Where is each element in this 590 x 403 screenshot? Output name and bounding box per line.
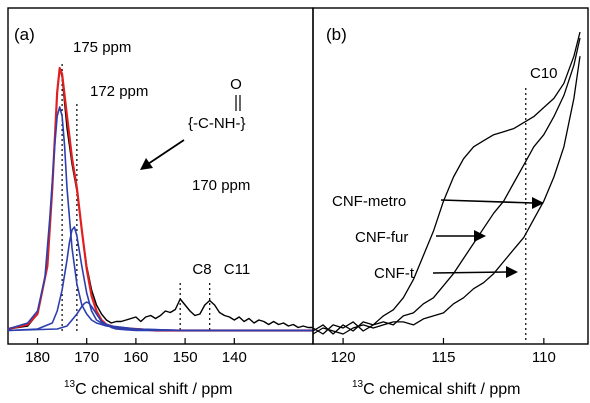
x-axis-title-a: 13C chemical shift / ppm (64, 379, 233, 398)
c10-label: C10 (530, 65, 558, 82)
series-a-3 (7, 226, 313, 332)
panel-b: (b) 120 115 110 C10 CNF-metro CNF-fur CNF-… (312, 7, 589, 398)
peak-175-label: 175 ppm (73, 39, 131, 56)
series-cnf-t (312, 56, 581, 335)
panel-a: (a) 180 170 160 150 140 175 ppm 172 ppm 170 … (7, 7, 314, 398)
x-tick-label-a-0: 180 (25, 349, 50, 366)
x-tick-label-b-2: 110 (532, 349, 556, 366)
panel-b-label: (b) (326, 25, 347, 44)
peak-172-label: 172 ppm (90, 83, 148, 100)
amide-oxygen-label: O (230, 76, 242, 93)
x-axis-title-b: 13C chemical shift / ppm (352, 379, 521, 398)
arrow-cnf-fur (436, 230, 486, 242)
panel-b-frame (312, 7, 589, 345)
legend-label-cnf-fur: CNF-fur (355, 229, 408, 246)
amide-group-label: {-C-NH-} (188, 115, 246, 132)
amide-arrow (140, 139, 185, 170)
peak-170-label: 170 ppm (192, 177, 250, 194)
panel-a-label: (a) (14, 25, 35, 44)
x-tick-label-b-0: 120 (331, 349, 356, 366)
x-axis-title-a-text: 13C chemical shift / ppm (64, 379, 233, 398)
peak-c11-label: C11 (224, 261, 250, 278)
x-axis-title-b-text: 13C chemical shift / ppm (352, 379, 521, 398)
arrow-cnf-t (432, 266, 518, 278)
x-tick-label-a-1: 170 (74, 349, 99, 366)
series-a-4 (7, 301, 313, 332)
x-tick-label-a-3: 150 (173, 349, 198, 366)
arrow-cnf-metro (440, 197, 544, 209)
x-tick-label-a-4: 140 (222, 349, 247, 366)
legend-label-cnf-t: CNF-t (374, 265, 415, 282)
peak-c8-label: C8 (192, 261, 211, 278)
legend-label-cnf-metro: CNF-metro (332, 193, 406, 210)
x-tick-label-b-1: 115 (432, 349, 456, 366)
x-tick-label-a-2: 160 (123, 349, 148, 366)
